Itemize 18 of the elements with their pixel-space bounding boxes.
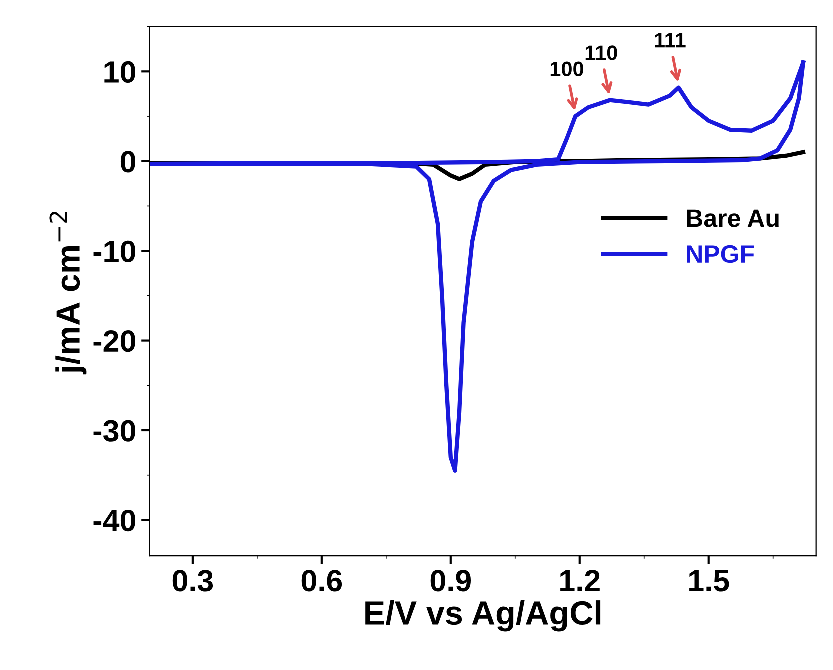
y-axis-title: j/mA cm$^{−2}$ [50,212,87,375]
x-tick-label: 0.9 [430,570,471,592]
x-tick-label: 0.6 [302,570,342,592]
y-tick-label: -10 [94,240,136,262]
legend-label: Bare Au [687,210,779,228]
annotation: 111 [655,33,686,48]
legend-label: NPGF [687,245,754,264]
x-axis-title: E/V vs Ag/AgCl [366,600,601,632]
y-tick-label: -20 [94,330,136,352]
y-tick-label: -40 [94,510,136,532]
x-tick-label: 1.5 [690,570,730,592]
y-tick-label: 0 [120,151,136,173]
annotation: 110 [586,46,618,60]
y-tick-label: -30 [94,420,136,442]
y-tick-label: 10 [104,61,136,84]
x-tick-label: 0.3 [172,570,214,592]
x-tick-label: 1.2 [560,570,600,592]
annotation: 100 [550,62,584,77]
